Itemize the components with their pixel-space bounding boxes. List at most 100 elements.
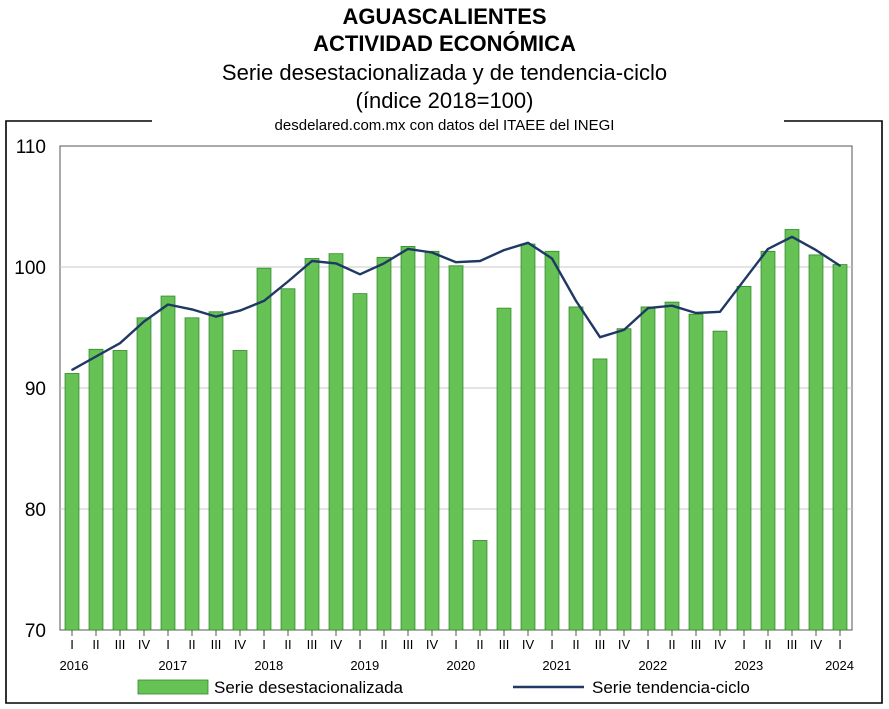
x-tick-label: IV [138, 637, 151, 652]
x-tick-label: III [787, 637, 798, 652]
x-tick-label: I [70, 637, 74, 652]
x-tick-label: I [742, 637, 746, 652]
chart-subtitle-line2: (índice 2018=100) [355, 88, 534, 113]
legend-bar-swatch [137, 679, 209, 695]
trend-point [743, 279, 745, 282]
trend-point [407, 247, 409, 250]
x-year-label: 2016 [60, 658, 89, 673]
trend-point [791, 235, 793, 238]
trend-point [335, 262, 337, 265]
chart-source-note: desdelared.com.mx con datos del ITAEE de… [274, 117, 615, 134]
bar [160, 295, 176, 631]
bar [472, 540, 488, 631]
bar [232, 350, 248, 631]
outer-border [5, 120, 883, 704]
x-tick-label: II [572, 637, 579, 652]
trend-point [479, 260, 481, 262]
bar [208, 311, 224, 631]
x-tick-label: III [403, 637, 414, 652]
x-tick-label: III [307, 637, 318, 652]
x-tick-label: IV [330, 637, 343, 652]
trend-point [167, 303, 169, 306]
y-tick-label: 80 [25, 500, 46, 521]
legend-line-label: Serie tendencia-ciclo [592, 678, 750, 697]
x-tick-label: I [358, 637, 362, 652]
bar [352, 293, 368, 631]
trend-point [143, 320, 145, 323]
trend-point [695, 312, 697, 314]
y-tick-label: 110 [16, 137, 46, 158]
bar [592, 358, 608, 631]
trend-point [815, 249, 817, 251]
bar [280, 288, 296, 631]
x-tick-label: IV [426, 637, 439, 652]
bar [760, 250, 776, 631]
trend-point [839, 264, 841, 267]
bar [496, 307, 512, 631]
trend-point [719, 310, 721, 313]
bar [88, 348, 104, 631]
x-year-label: 2018 [254, 658, 283, 673]
bar [808, 254, 824, 631]
bar [688, 313, 704, 631]
trend-point [239, 309, 241, 312]
x-tick-label: IV [618, 637, 631, 652]
x-tick-label: II [668, 637, 675, 652]
x-tick-label: I [454, 637, 458, 652]
line-series [71, 235, 841, 371]
bar [832, 264, 848, 631]
bar [424, 250, 440, 631]
bar [664, 301, 680, 631]
bar [616, 328, 632, 631]
trend-point [527, 241, 529, 244]
y-tick-label: 100 [14, 258, 46, 279]
bar [112, 350, 128, 631]
x-year-label: 2019 [350, 658, 379, 673]
y-tick-label: 70 [25, 621, 46, 642]
bar-series [64, 229, 848, 631]
x-tick-label: II [380, 637, 387, 652]
x-tick-label: III [211, 637, 222, 652]
bar [736, 285, 752, 631]
x-tick-label: III [115, 637, 126, 652]
trend-point [599, 336, 601, 339]
x-tick-label: II [476, 637, 483, 652]
bar [784, 229, 800, 631]
trend-point [575, 299, 577, 302]
bar [568, 306, 584, 631]
bar [184, 317, 200, 631]
x-tick-label: I [166, 637, 170, 652]
trend-point [311, 260, 313, 262]
trend-point [623, 329, 625, 331]
trend-point [431, 251, 433, 254]
x-tick-label: IV [522, 637, 535, 652]
x-year-label: 2017 [158, 658, 187, 673]
chart-title-line2: ACTIVIDAD ECONÓMICA [313, 31, 576, 56]
legend: Serie desestacionalizada Serie tendencia-… [137, 678, 750, 697]
bar [256, 267, 272, 631]
x-year-label: 2023 [734, 658, 763, 673]
bar [328, 253, 344, 631]
bar [520, 243, 536, 631]
bar [712, 330, 728, 631]
x-tick-label: III [499, 637, 510, 652]
trend-point [119, 342, 121, 345]
trend-point [671, 304, 673, 307]
x-year-label: 2021 [542, 658, 571, 673]
x-tick-label: III [595, 637, 606, 652]
bar [304, 258, 320, 631]
x-tick-label: II [284, 637, 291, 652]
trend-point [95, 355, 97, 358]
x-year-label: 2022 [638, 658, 667, 673]
x-tick-label: IV [714, 637, 727, 652]
bar [64, 373, 80, 631]
trend-point [767, 247, 769, 250]
x-tick-label: I [262, 637, 266, 652]
x-tick-label: IV [234, 637, 247, 652]
chart-subtitle-line1: Serie desestacionalizada y de tendencia-… [221, 60, 668, 85]
trend-point [647, 307, 649, 310]
x-tick-label: II [92, 637, 99, 652]
x-year-label: 2024 [825, 658, 854, 673]
